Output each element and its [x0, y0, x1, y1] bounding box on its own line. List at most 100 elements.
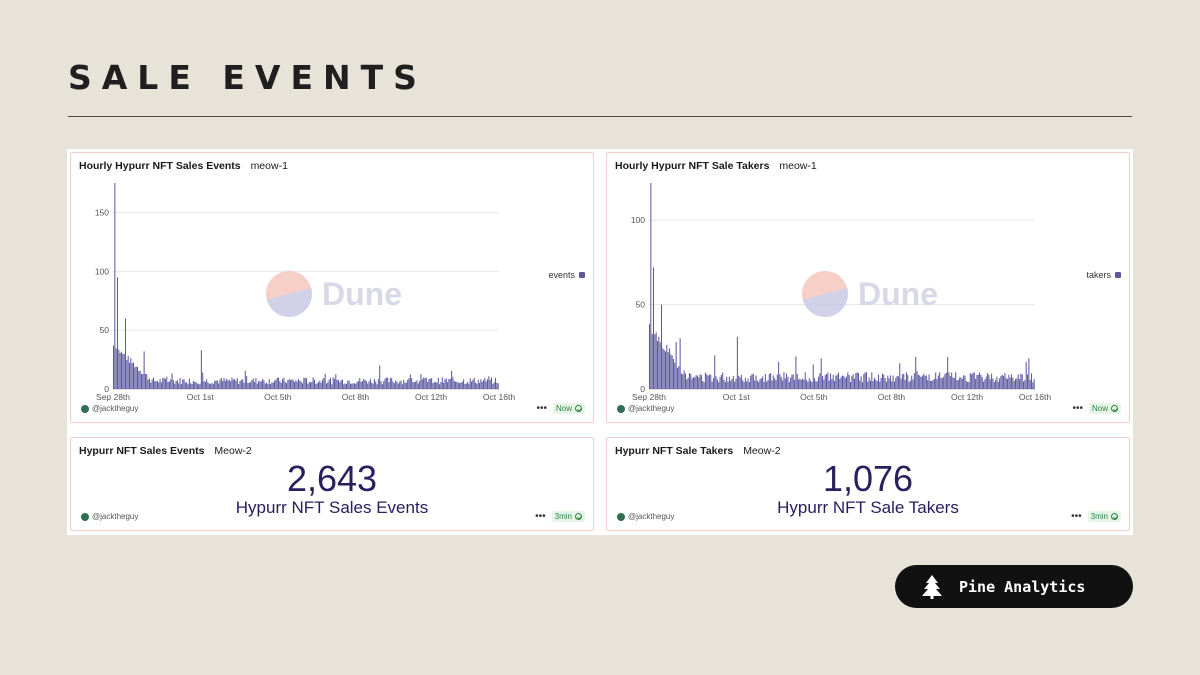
chart-bar[interactable]: [1025, 362, 1027, 389]
chart-bar[interactable]: [675, 342, 677, 389]
chart-bar[interactable]: [730, 380, 732, 389]
chart-bar[interactable]: [973, 372, 975, 389]
chart-bar[interactable]: [855, 373, 857, 389]
chart-bar[interactable]: [319, 380, 321, 389]
chart-bar[interactable]: [260, 381, 262, 389]
chart-bar[interactable]: [439, 384, 441, 389]
chart-bar[interactable]: [427, 381, 429, 389]
chart-bar[interactable]: [188, 378, 190, 389]
chart-bar[interactable]: [276, 377, 278, 389]
chart-bar[interactable]: [967, 381, 969, 389]
chart-bar[interactable]: [767, 380, 769, 389]
chart-bar[interactable]: [1027, 374, 1029, 389]
chart-bar[interactable]: [959, 377, 961, 389]
chart-bar[interactable]: [203, 381, 205, 389]
more-options-icon[interactable]: •••: [1071, 510, 1082, 522]
chart-bar[interactable]: [750, 375, 752, 389]
chart-bar[interactable]: [775, 380, 777, 389]
chart-bar[interactable]: [981, 377, 983, 389]
chart-bar[interactable]: [736, 336, 738, 389]
chart-bar[interactable]: [409, 374, 411, 389]
chart-bar[interactable]: [123, 353, 125, 389]
chart-bar[interactable]: [317, 382, 320, 389]
more-options-icon[interactable]: •••: [536, 402, 547, 414]
chart-bar[interactable]: [702, 380, 704, 389]
chart-bar[interactable]: [748, 382, 750, 389]
chart-legend[interactable]: takers: [1086, 270, 1121, 280]
chart-bar[interactable]: [451, 370, 453, 389]
chart-bar[interactable]: [367, 383, 369, 389]
chart-bar[interactable]: [436, 382, 438, 389]
chart-bar[interactable]: [360, 381, 362, 389]
chart-bar[interactable]: [758, 381, 760, 389]
chart-bar[interactable]: [708, 374, 710, 389]
chart-bar[interactable]: [493, 382, 495, 389]
chart-bar[interactable]: [323, 377, 325, 389]
chart-bar[interactable]: [899, 363, 901, 389]
chart-bar[interactable]: [798, 379, 800, 389]
chart-bar[interactable]: [324, 373, 326, 389]
chart-bar[interactable]: [656, 341, 659, 389]
chart-bar[interactable]: [207, 382, 209, 389]
chart-bar[interactable]: [754, 380, 756, 389]
chart-bar[interactable]: [714, 355, 716, 389]
chart-bar[interactable]: [242, 379, 244, 389]
chart-bar[interactable]: [651, 333, 653, 389]
chart-bar[interactable]: [124, 318, 127, 389]
chart-bar[interactable]: [252, 378, 254, 389]
chart-bar[interactable]: [699, 374, 701, 389]
chart-bar[interactable]: [447, 382, 449, 389]
chart-bar[interactable]: [321, 379, 324, 389]
chart-bar[interactable]: [408, 378, 410, 389]
chart-bar[interactable]: [191, 383, 193, 389]
chart-bar[interactable]: [795, 356, 797, 389]
chart-bar[interactable]: [802, 378, 804, 389]
chart-bar[interactable]: [206, 379, 208, 389]
chart-bar[interactable]: [246, 376, 248, 389]
chart-bar[interactable]: [218, 383, 220, 389]
chart-bar[interactable]: [126, 359, 128, 389]
chart-bar[interactable]: [704, 372, 706, 389]
chart-bar[interactable]: [420, 374, 422, 389]
more-options-icon[interactable]: •••: [1072, 402, 1083, 414]
chart-bar[interactable]: [650, 183, 652, 389]
chart-bar[interactable]: [139, 370, 141, 389]
chart-bar[interactable]: [1009, 377, 1011, 389]
chart-bar[interactable]: [739, 377, 741, 389]
chart-bar[interactable]: [178, 383, 180, 389]
events-counter-card[interactable]: Hypurr NFT Sales Events Meow-2 2,643 Hyp…: [70, 437, 594, 531]
chart-bar[interactable]: [1033, 379, 1035, 389]
chart-bar[interactable]: [255, 377, 257, 389]
chart-bar[interactable]: [431, 377, 433, 389]
chart-bar[interactable]: [852, 374, 854, 389]
chart-bar[interactable]: [187, 384, 189, 389]
query-name[interactable]: Meow-2: [214, 445, 252, 457]
chart-bar[interactable]: [896, 376, 898, 389]
chart-bar[interactable]: [955, 372, 957, 389]
chart-bar[interactable]: [782, 380, 784, 389]
chart-bar[interactable]: [453, 380, 455, 389]
chart-bar[interactable]: [306, 378, 308, 389]
chart-bar[interactable]: [385, 377, 387, 389]
chart-bar[interactable]: [763, 381, 765, 389]
chart-bar[interactable]: [455, 381, 457, 389]
chart-bar[interactable]: [718, 382, 720, 389]
chart-bar[interactable]: [746, 381, 748, 389]
chart-bar[interactable]: [853, 378, 856, 389]
chart-bar[interactable]: [131, 363, 133, 389]
chart-bar[interactable]: [445, 378, 447, 389]
chart-bar[interactable]: [211, 382, 213, 389]
chart-bar[interactable]: [118, 349, 120, 389]
chart-bar[interactable]: [484, 377, 486, 389]
chart-bar[interactable]: [842, 375, 844, 389]
chart-bar[interactable]: [115, 348, 117, 389]
chart-bar[interactable]: [905, 372, 907, 389]
takers-counter-card[interactable]: Hypurr NFT Sale Takers Meow-2 1,076 Hypu…: [606, 437, 1130, 531]
takers-chart-card[interactable]: Hourly Hypurr NFT Sale Takers meow-1 0 50…: [606, 152, 1130, 423]
chart-bar[interactable]: [751, 374, 753, 389]
chart-bar[interactable]: [143, 351, 145, 389]
chart-bar[interactable]: [719, 376, 721, 389]
chart-bar[interactable]: [688, 372, 690, 389]
chart-bar[interactable]: [667, 352, 669, 389]
chart-bar[interactable]: [311, 381, 313, 389]
